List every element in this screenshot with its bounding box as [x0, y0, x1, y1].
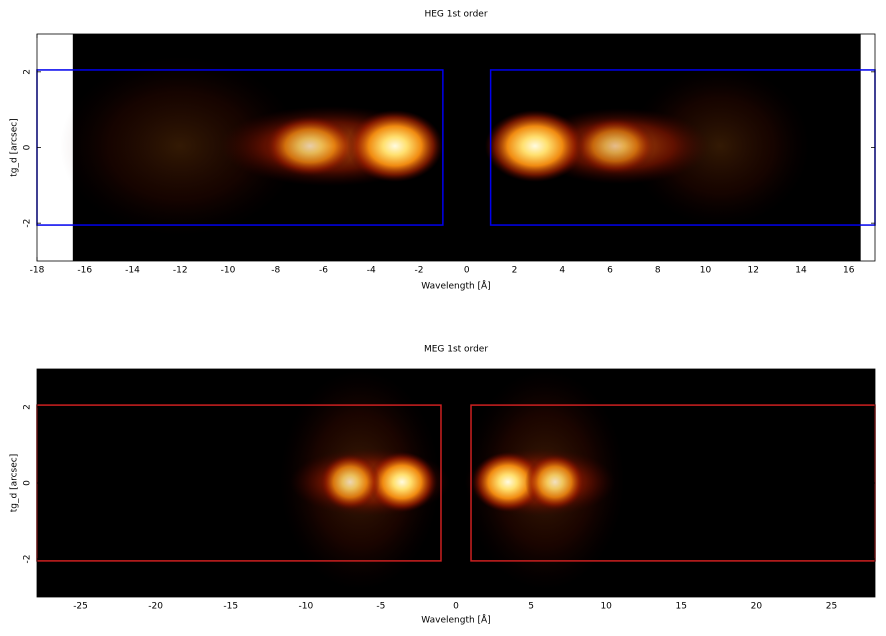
x-tick-label: 8: [655, 266, 661, 276]
y-axis-label: tg_d [arcsec]: [10, 454, 20, 512]
x-tick-label: -12: [173, 266, 188, 276]
blob: [575, 118, 655, 174]
heatmap: [280, 370, 625, 590]
image-extent: [37, 369, 875, 597]
x-tick-label: -16: [77, 266, 92, 276]
x-tick-label: 4: [559, 266, 565, 276]
x-tick-label: -20: [148, 602, 163, 612]
blob: [347, 110, 443, 182]
panel-background: [37, 369, 875, 597]
x-tick-label: -4: [367, 266, 376, 276]
heatmap: [60, 56, 810, 236]
x-tick-label: -25: [73, 602, 88, 612]
panel-overlay: -18 -16 -14 -12 -10 -8 -6 -4 -2 0 2 4 6 8 10 12 14 16 -2 0 2…: [10, 10, 876, 292]
x-tick-label: 5: [528, 602, 534, 612]
y-tick-label: -2: [23, 219, 33, 228]
x-tick-label: -18: [30, 266, 45, 276]
blob: [525, 454, 585, 510]
blob: [472, 452, 544, 512]
x-tick-label: 15: [676, 602, 687, 612]
y-tick-label: 0: [23, 480, 33, 486]
chart-title: HEG 1st order: [424, 10, 487, 20]
x-tick-label: -14: [125, 266, 140, 276]
x-tick-label: 25: [826, 602, 837, 612]
x-tick-label: -15: [223, 602, 238, 612]
x-tick-label: -5: [376, 602, 385, 612]
x-tick-label: 2: [512, 266, 518, 276]
blob: [367, 452, 437, 512]
x-tick-label: 16: [843, 266, 855, 276]
x-tick-label: -10: [298, 602, 313, 612]
y-tick-label: 0: [23, 144, 33, 150]
x-tick-label: 12: [748, 266, 759, 276]
halo: [60, 56, 300, 236]
x-tick-label: 6: [607, 266, 613, 276]
y-axis-label: tg_d [arcsec]: [10, 118, 20, 176]
chart-title: MEG 1st order: [424, 345, 488, 355]
x-tick-label: 10: [700, 266, 712, 276]
blob: [485, 110, 585, 182]
x-tick-label: 0: [453, 602, 459, 612]
y-tick-label: -2: [23, 555, 33, 564]
y-tick-label: 2: [23, 69, 33, 75]
y-tick-label: 2: [23, 404, 33, 410]
blob: [320, 454, 380, 510]
x-tick-label: 14: [795, 266, 807, 276]
halo: [630, 66, 810, 226]
x-tick-label: -6: [319, 266, 328, 276]
x-axis-label: Wavelength [Å]: [421, 614, 490, 626]
x-tick-label: -2: [415, 266, 424, 276]
x-tick-label: -10: [221, 266, 236, 276]
x-tick-label: 0: [464, 266, 470, 276]
x-tick-label: 20: [751, 602, 763, 612]
x-axis-label: Wavelength [Å]: [421, 280, 490, 292]
blob: [265, 116, 355, 176]
x-tick-label: 10: [600, 602, 612, 612]
x-tick-label: -8: [271, 266, 280, 276]
